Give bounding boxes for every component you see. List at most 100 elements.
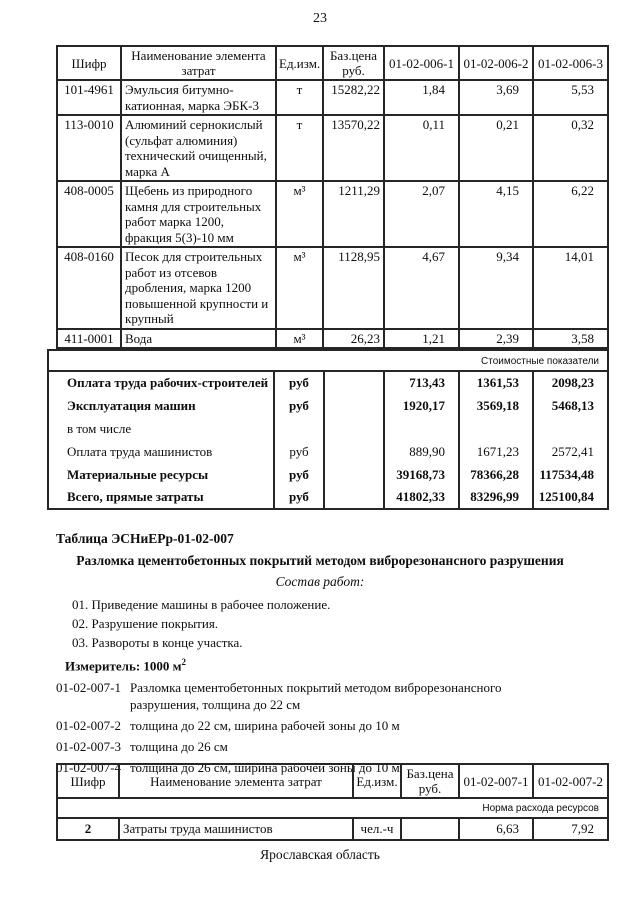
material-base-price: 1211,29 [322, 180, 385, 248]
material-row: 101-4961 Эмульсия битумно-катионная, мар… [56, 79, 609, 116]
resources-body: 2 Затраты труда машинистов чел.-ч 6,63 7… [56, 817, 609, 841]
material-base-price: 26,23 [322, 327, 385, 349]
material-value-006-3: 6,22 [532, 180, 609, 248]
cost-value-006-2 [458, 417, 534, 440]
cost-value-006-1: 889,90 [383, 440, 460, 463]
material-value-006-1: 1,84 [383, 79, 460, 116]
cost-value-006-2: 3569,18 [458, 394, 534, 417]
norm-variant: 01-02-007-2 толщина до 22 см, ширина раб… [56, 717, 556, 734]
cost-base-price [323, 440, 385, 463]
header-norm-006-3: 01-02-006-3 [532, 45, 609, 81]
norm-variant-code: 01-02-007-2 [56, 718, 121, 734]
table-01-02-006-block: Шифр Наименование элемента затрат Ед.изм… [47, 45, 609, 510]
cost-row: в том числе [47, 417, 609, 440]
material-row: 408-0160 Песок для строительных работ из… [56, 246, 609, 330]
cost-value-006-3: 117534,48 [532, 463, 609, 486]
cost-row: Оплата труда машинистов руб 889,90 1671,… [47, 440, 609, 463]
cost-value-006-1: 713,43 [383, 371, 460, 394]
resource-value-007-1: 6,63 [458, 817, 534, 841]
cost-value-006-2: 78366,28 [458, 463, 534, 486]
header-name: Наименование элемента затрат [118, 763, 354, 799]
resource-name: Затраты труда машинистов [118, 817, 354, 841]
cost-value-006-1: 39168,73 [383, 463, 460, 486]
cost-base-price [323, 463, 385, 486]
cost-value-006-2: 1671,23 [458, 440, 534, 463]
header-code: Шифр [56, 763, 120, 799]
resource-base-price [400, 817, 460, 841]
table-01-02-007-block: Шифр Наименование элемента затрат Ед.изм… [56, 763, 609, 841]
cost-unit [273, 417, 325, 440]
header-norm-007-1: 01-02-007-1 [458, 763, 534, 799]
material-name: Песок для строительных работ из отсевов … [120, 246, 277, 330]
material-code: 113-0010 [56, 114, 122, 182]
material-unit: т [275, 114, 324, 182]
cost-value-006-1: 1920,17 [383, 394, 460, 417]
resource-unit: чел.-ч [352, 817, 402, 841]
norm-variant-description: толщина до 22 см, ширина рабочей зоны до… [130, 718, 400, 734]
cost-label: Эксплуатация машин [47, 394, 275, 417]
cost-unit: руб [273, 371, 325, 394]
cost-value-006-3: 125100,84 [532, 486, 609, 509]
material-base-price: 13570,22 [322, 114, 385, 182]
resources-header-row: Шифр Наименование элемента затрат Ед.изм… [56, 763, 609, 799]
header-norm-006-2: 01-02-006-2 [458, 45, 534, 81]
material-row: 408-0005 Щебень из природного камня для … [56, 180, 609, 248]
cost-label: Всего, прямые затраты [47, 486, 275, 509]
header-base-price: Баз.цена руб. [322, 45, 385, 81]
cost-value-006-1: 41802,33 [383, 486, 460, 509]
region-footer: Ярославская область [260, 847, 380, 862]
page-number: 23 [313, 11, 327, 26]
material-unit: м³ [275, 180, 324, 248]
cost-base-price [323, 371, 385, 394]
cost-body: Оплата труда рабочих-строителей руб 713,… [47, 371, 609, 509]
material-unit: м³ [275, 246, 324, 330]
material-code: 408-0160 [56, 246, 122, 330]
cost-unit: руб [273, 394, 325, 417]
material-value-006-2: 9,34 [458, 246, 534, 330]
cost-value-006-3: 2098,23 [532, 371, 609, 394]
cost-base-price [323, 486, 385, 509]
cost-value-006-3: 2572,41 [532, 440, 609, 463]
work-items-list: 01. Приведение машины в рабочее положени… [72, 595, 640, 652]
norm-variant: 01-02-007-1 Разломка цементобетонных пок… [56, 679, 556, 713]
section-title: Разломка цементобетонных покрытий методо… [76, 553, 564, 568]
cost-value-006-2: 1361,53 [458, 371, 534, 394]
meter-superscript: 2 [181, 657, 187, 667]
cost-row: Материальные ресурсы руб 39168,73 78366,… [47, 463, 609, 486]
work-item: 01. Приведение машины в рабочее положени… [72, 597, 331, 612]
header-norm-007-2: 01-02-007-2 [532, 763, 609, 799]
cost-unit: руб [273, 440, 325, 463]
work-composition-label: Состав работ: [275, 574, 365, 589]
resources-band-row: Норма расхода ресурсов [56, 797, 609, 819]
cost-base-price [323, 394, 385, 417]
meter-label: Измеритель: 1000 м2 [65, 654, 640, 674]
material-name: Щебень из природного камня для строитель… [120, 180, 277, 248]
material-unit: т [275, 79, 324, 116]
norm-variants-list: 01-02-007-1 Разломка цементобетонных пок… [56, 679, 556, 776]
header-unit: Ед.изм. [352, 763, 402, 799]
cost-value-006-2: 83296,99 [458, 486, 534, 509]
cost-row: Эксплуатация машин руб 1920,17 3569,18 5… [47, 394, 609, 417]
cost-label: Материальные ресурсы [47, 463, 275, 486]
header-code: Шифр [56, 45, 122, 81]
cost-unit: руб [273, 486, 325, 509]
table-01-02-007-section: Таблица ЭСНиЕРр-01-02-007 Разломка цемен… [0, 531, 640, 780]
cost-value-006-1 [383, 417, 460, 440]
material-row: 411-0001 Вода м³ 26,23 1,21 2,39 3,58 [56, 327, 609, 349]
norm-variant-description: Разломка цементобетонных покрытий методо… [130, 680, 502, 713]
material-value-006-1: 2,07 [383, 180, 460, 248]
table-label: Таблица ЭСНиЕРр-01-02-007 [56, 531, 234, 546]
material-value-006-3: 14,01 [532, 246, 609, 330]
material-code: 101-4961 [56, 79, 122, 116]
material-unit: м³ [275, 327, 324, 349]
cost-label: в том числе [47, 417, 275, 440]
cost-row: Всего, прямые затраты руб 41802,33 83296… [47, 486, 609, 509]
material-code: 411-0001 [56, 327, 122, 349]
material-value-006-1: 0,11 [383, 114, 460, 182]
cost-indicators-table: Стоимостные показатели Оплата труда рабо… [47, 349, 609, 510]
work-item: 02. Разрушение покрытия. [72, 616, 219, 631]
header-base-price: Баз.цена руб. [400, 763, 460, 799]
cost-label: Оплата труда машинистов [47, 440, 275, 463]
material-value-006-3: 0,32 [532, 114, 609, 182]
header-name: Наименование элемента затрат [120, 45, 277, 81]
